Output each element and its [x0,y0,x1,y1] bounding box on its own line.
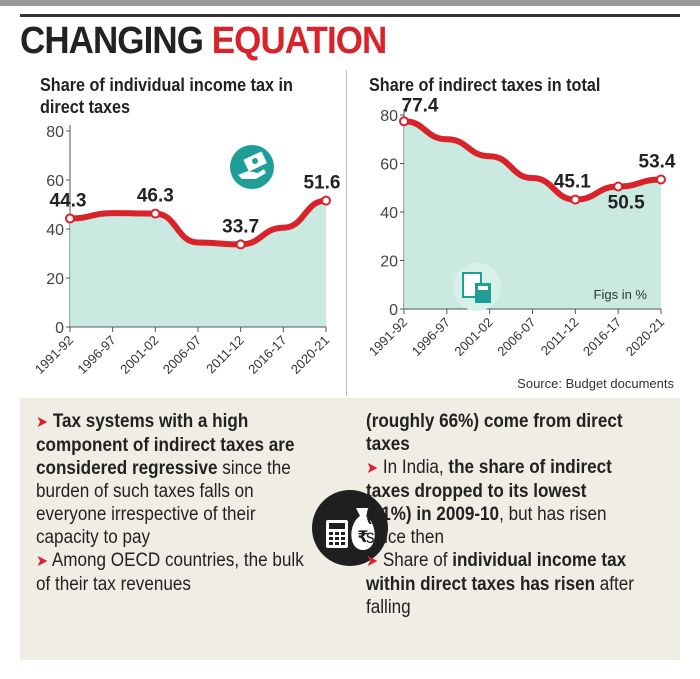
y-tick-label: 80 [46,124,64,141]
note-bold-text: individual income tax within direct taxe… [366,550,627,595]
x-tick-label: 2006-07 [160,333,204,377]
notes-left-column: ➤ Tax systems with a high component of i… [36,410,306,596]
x-tick-label: 1996-97 [74,333,118,377]
data-label: 77.4 [402,95,439,116]
chart-indirect-tax-share: Share of indirect taxes in total 0 20 40 60… [347,62,680,396]
chart-title-line-1: Share of indirect taxes in total [369,75,601,95]
y-tick-label: 20 [46,271,64,288]
note-bold-text: the share of indirect taxes dropped to i… [366,457,612,525]
area-fill [70,200,326,327]
y-tick-label: 40 [380,205,398,222]
arrow-bullet-icon: ➤ [366,553,379,570]
figs-note: Figs in % [594,287,648,302]
series-line [67,197,329,248]
headline-word-2: EQUATION [211,20,387,62]
data-label: 50.5 [608,193,645,214]
y-tick-label: 80 [380,108,398,125]
icon-coin [252,158,258,164]
data-point [570,194,581,205]
note-item: ➤ Among OECD countries, the bulk of thei… [36,549,306,596]
x-tick-label: 2011-12 [203,333,247,377]
x-tick-label: 2020-21 [288,333,332,377]
note-bold-text: (roughly 66%) come from direct taxes [366,411,623,455]
x-tick-label: 1996-97 [409,315,453,359]
chart-title: Share of individual income tax in direct… [40,74,293,118]
note-text: , but has risen since then [366,504,607,548]
data-point [65,213,75,224]
x-tick-label: 1991-92 [366,315,410,359]
data-label: 44.3 [50,190,87,211]
x-tick-label: 2001-02 [451,315,495,359]
data-point [613,181,624,192]
x-tick-label: 1991-92 [32,333,76,377]
calculator-document-icon [453,263,501,311]
x-tick-label: 2001-02 [117,333,161,377]
top-rule [0,0,700,6]
money-bag-calculator-icon: ₹ [312,490,388,566]
y-tick-label: 60 [46,173,64,190]
arrow-bullet-icon: ➤ [36,553,49,570]
note-item: ➤ In India, the share of indirect taxes … [366,456,636,549]
data-point [321,195,331,206]
x-tick-label: 2016-17 [245,333,289,377]
arrow-bullet-icon: ➤ [36,414,49,431]
headline-word-1: CHANGING [20,20,204,62]
x-tick-label: 2016-17 [580,315,624,359]
data-label: 46.3 [137,186,174,207]
note-item: ➤ Share of individual income tax within … [366,549,636,619]
data-point [399,116,409,127]
notes-right-column: (roughly 66%) come from direct taxes ➤ I… [366,410,636,619]
chart-title-line-2: direct taxes [40,97,131,117]
note-item: (roughly 66%) come from direct taxes [366,410,636,456]
source-note: Source: Budget documents [517,376,674,391]
chart-title-line-1: Share of individual income tax in [40,75,293,95]
data-label: 53.4 [639,152,676,173]
x-tick-label: 2011-12 [538,315,582,359]
money-hand-icon [230,145,274,189]
note-text: Share of [382,550,453,571]
data-label: 51.6 [304,173,341,194]
headline-rule [20,14,680,17]
y-tick-label: 20 [380,254,398,271]
y-tick-label: 0 [55,320,64,337]
arrow-bullet-icon: ➤ [366,460,379,477]
headline: CHANGING EQUATION [20,20,387,64]
note-text: Among OECD countries, the bulk of their … [36,550,304,595]
x-tick-label: 2006-07 [494,315,538,359]
note-text: after falling [366,574,635,618]
icon-hand [238,169,266,179]
note-bold-text: Tax systems with a high component of ind… [36,411,295,479]
note-item: ➤ Tax systems with a high component of i… [36,410,306,549]
chart-title: Share of indirect taxes in total [369,74,600,96]
chart-divider [346,70,347,396]
icon-calc-screen [478,286,488,290]
y-tick-label: 0 [389,302,398,319]
area-fill [404,121,661,310]
svg-text:₹: ₹ [357,527,368,546]
chart-income-tax-share: Share of individual income tax in direct… [20,62,346,396]
data-label: 45.1 [554,172,591,193]
note-text: In India, [382,457,449,478]
x-tick-label: 2020-21 [623,315,667,359]
y-tick-label: 60 [380,157,398,174]
charts-area: Share of individual income tax in direct… [20,62,680,396]
notes-panel: ➤ Tax systems with a high component of i… [20,398,680,660]
data-label: 33.7 [222,216,259,237]
data-point [656,174,666,185]
y-tick-label: 40 [46,222,64,239]
data-point [235,239,246,250]
data-point [150,208,161,219]
note-text: since the burden of such taxes falls on … [36,458,291,548]
